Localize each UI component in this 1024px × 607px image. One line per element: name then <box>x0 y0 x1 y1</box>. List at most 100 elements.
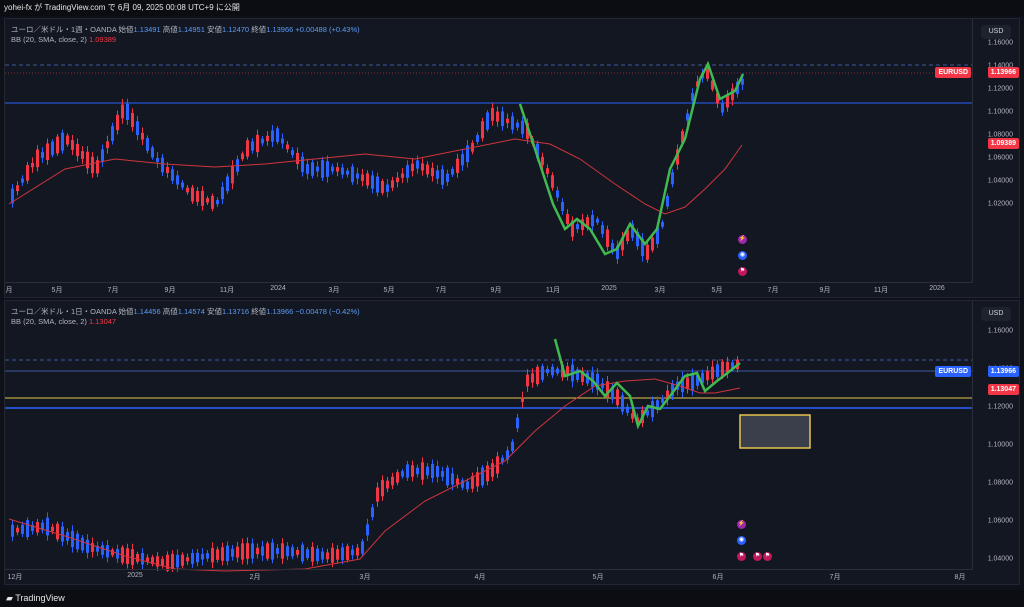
time-tick: 11月 <box>545 287 561 294</box>
candle <box>416 467 419 475</box>
daily-chart-panel[interactable]: ユーロ／米ドル・1日・OANDA 始値1.14456 高値1.14574 安値1… <box>4 300 1020 585</box>
candle <box>671 172 674 185</box>
weekly-time-axis[interactable]: 月 5月 7月 9月 11月 2024 3月 5月 7月 9月 11月 2025 3月 5月 7月 9月 11月… <box>5 282 973 297</box>
daily-plot[interactable] <box>5 301 973 572</box>
candle <box>331 166 334 172</box>
candle <box>556 190 559 198</box>
candle <box>586 217 589 229</box>
candle <box>726 94 729 108</box>
candle <box>176 554 179 568</box>
candle <box>46 517 49 536</box>
event-flag-icon[interactable]: ⚑ <box>738 267 747 276</box>
weekly-plot[interactable] <box>5 19 973 285</box>
candle <box>306 164 309 174</box>
candle <box>41 522 44 531</box>
tradingview-logo[interactable]: ▰ TradingView <box>6 593 65 603</box>
candle <box>166 167 169 173</box>
candle <box>651 237 654 251</box>
candle <box>21 178 24 183</box>
candle <box>231 165 234 184</box>
candle <box>326 552 329 560</box>
daily-bb-legend[interactable]: BB (20, SMA, close, 2) 1.13047 <box>11 317 116 326</box>
candle <box>36 149 39 168</box>
candle <box>106 141 109 148</box>
time-tick: 3月 <box>359 574 371 581</box>
change-value: −0.00478 (−0.42%) <box>295 307 360 316</box>
candle <box>56 523 59 540</box>
candle <box>606 229 609 247</box>
weekly-bb-legend[interactable]: BB (20, SMA, close, 2) 1.09389 <box>11 35 116 44</box>
candle <box>136 121 139 136</box>
time-tick: 5月 <box>383 287 395 294</box>
candle <box>181 554 184 566</box>
daily-symbol[interactable]: ユーロ／米ドル・1日・OANDA <box>11 307 117 316</box>
event-flag-icon[interactable]: ⚑ <box>753 552 762 561</box>
candle <box>306 549 309 558</box>
candle <box>201 553 204 560</box>
low-value: 1.12470 <box>221 25 250 34</box>
candle <box>681 131 684 143</box>
price-tick: 1.10000 <box>987 108 1013 116</box>
candle <box>686 377 689 390</box>
price-tick: 1.12000 <box>987 403 1013 411</box>
candle <box>601 225 604 234</box>
candle <box>646 244 649 260</box>
currency-button[interactable]: USD <box>981 25 1011 39</box>
candle <box>261 546 264 556</box>
candle <box>61 526 64 542</box>
close-value: 1.13966 <box>266 307 294 316</box>
candle <box>256 134 259 153</box>
daily-price-scale[interactable]: USD 1.160001.140001.120001.100001.080001… <box>935 301 1019 570</box>
time-tick: 11月 <box>219 287 235 294</box>
candle <box>246 543 249 559</box>
candle <box>566 214 569 224</box>
event-flag-icon[interactable]: ⚑ <box>737 552 746 561</box>
weekly-symbol[interactable]: ユーロ／米ドル・1週・OANDA <box>11 25 117 34</box>
candle <box>486 465 489 482</box>
candle <box>646 410 649 416</box>
low-label: 安値 <box>206 25 222 34</box>
event-lightning-icon[interactable]: ⚡ <box>738 235 747 244</box>
candle <box>501 111 504 127</box>
candle <box>241 543 244 560</box>
candle <box>281 138 284 144</box>
candle <box>481 121 484 139</box>
candle <box>561 202 564 211</box>
bb-label: BB (20, SMA, close, 2) <box>11 35 87 44</box>
candle <box>701 372 704 384</box>
candle <box>91 156 94 174</box>
candle <box>226 176 229 192</box>
candle <box>321 160 324 178</box>
candle <box>76 533 79 550</box>
time-tick: 7月 <box>435 287 447 294</box>
candle <box>151 147 154 158</box>
candle <box>356 547 359 556</box>
price-tick: 1.08000 <box>987 131 1013 139</box>
candle <box>226 545 229 562</box>
currency-button[interactable]: USD <box>981 307 1011 321</box>
candle <box>441 471 444 477</box>
candle <box>271 130 274 142</box>
candle <box>391 476 394 486</box>
weekly-chart-panel[interactable]: ユーロ／米ドル・1週・OANDA 始値1.13491 高値1.14951 安値1… <box>4 18 1020 298</box>
price-tick: 1.16000 <box>987 327 1013 335</box>
candle <box>461 480 464 488</box>
candle <box>21 524 24 534</box>
candle <box>221 547 224 561</box>
candle <box>51 141 54 156</box>
event-dividend-icon[interactable]: ◉ <box>738 251 747 260</box>
event-lightning-icon[interactable]: ⚡ <box>737 520 746 529</box>
candle <box>331 547 334 563</box>
daily-time-axis[interactable]: 12月 2025 2月 3月 4月 5月 6月 7月 8月 <box>5 569 973 584</box>
candle <box>146 137 149 151</box>
target-zone-box[interactable] <box>739 414 811 449</box>
event-flag-icon[interactable]: ⚑ <box>763 552 772 561</box>
event-dividend-icon[interactable]: ◉ <box>737 536 746 545</box>
publish-header: yohei-fx が TradingView.com で 6月 09, 2025… <box>0 0 1024 16</box>
weekly-price-scale[interactable]: USD 1.16000 1.14000 1.12000 1.10000 1.08000 1… <box>935 19 1019 283</box>
candle <box>396 177 399 183</box>
candle <box>706 64 709 79</box>
candle <box>201 190 204 206</box>
candle <box>341 167 344 175</box>
candle <box>96 160 99 174</box>
